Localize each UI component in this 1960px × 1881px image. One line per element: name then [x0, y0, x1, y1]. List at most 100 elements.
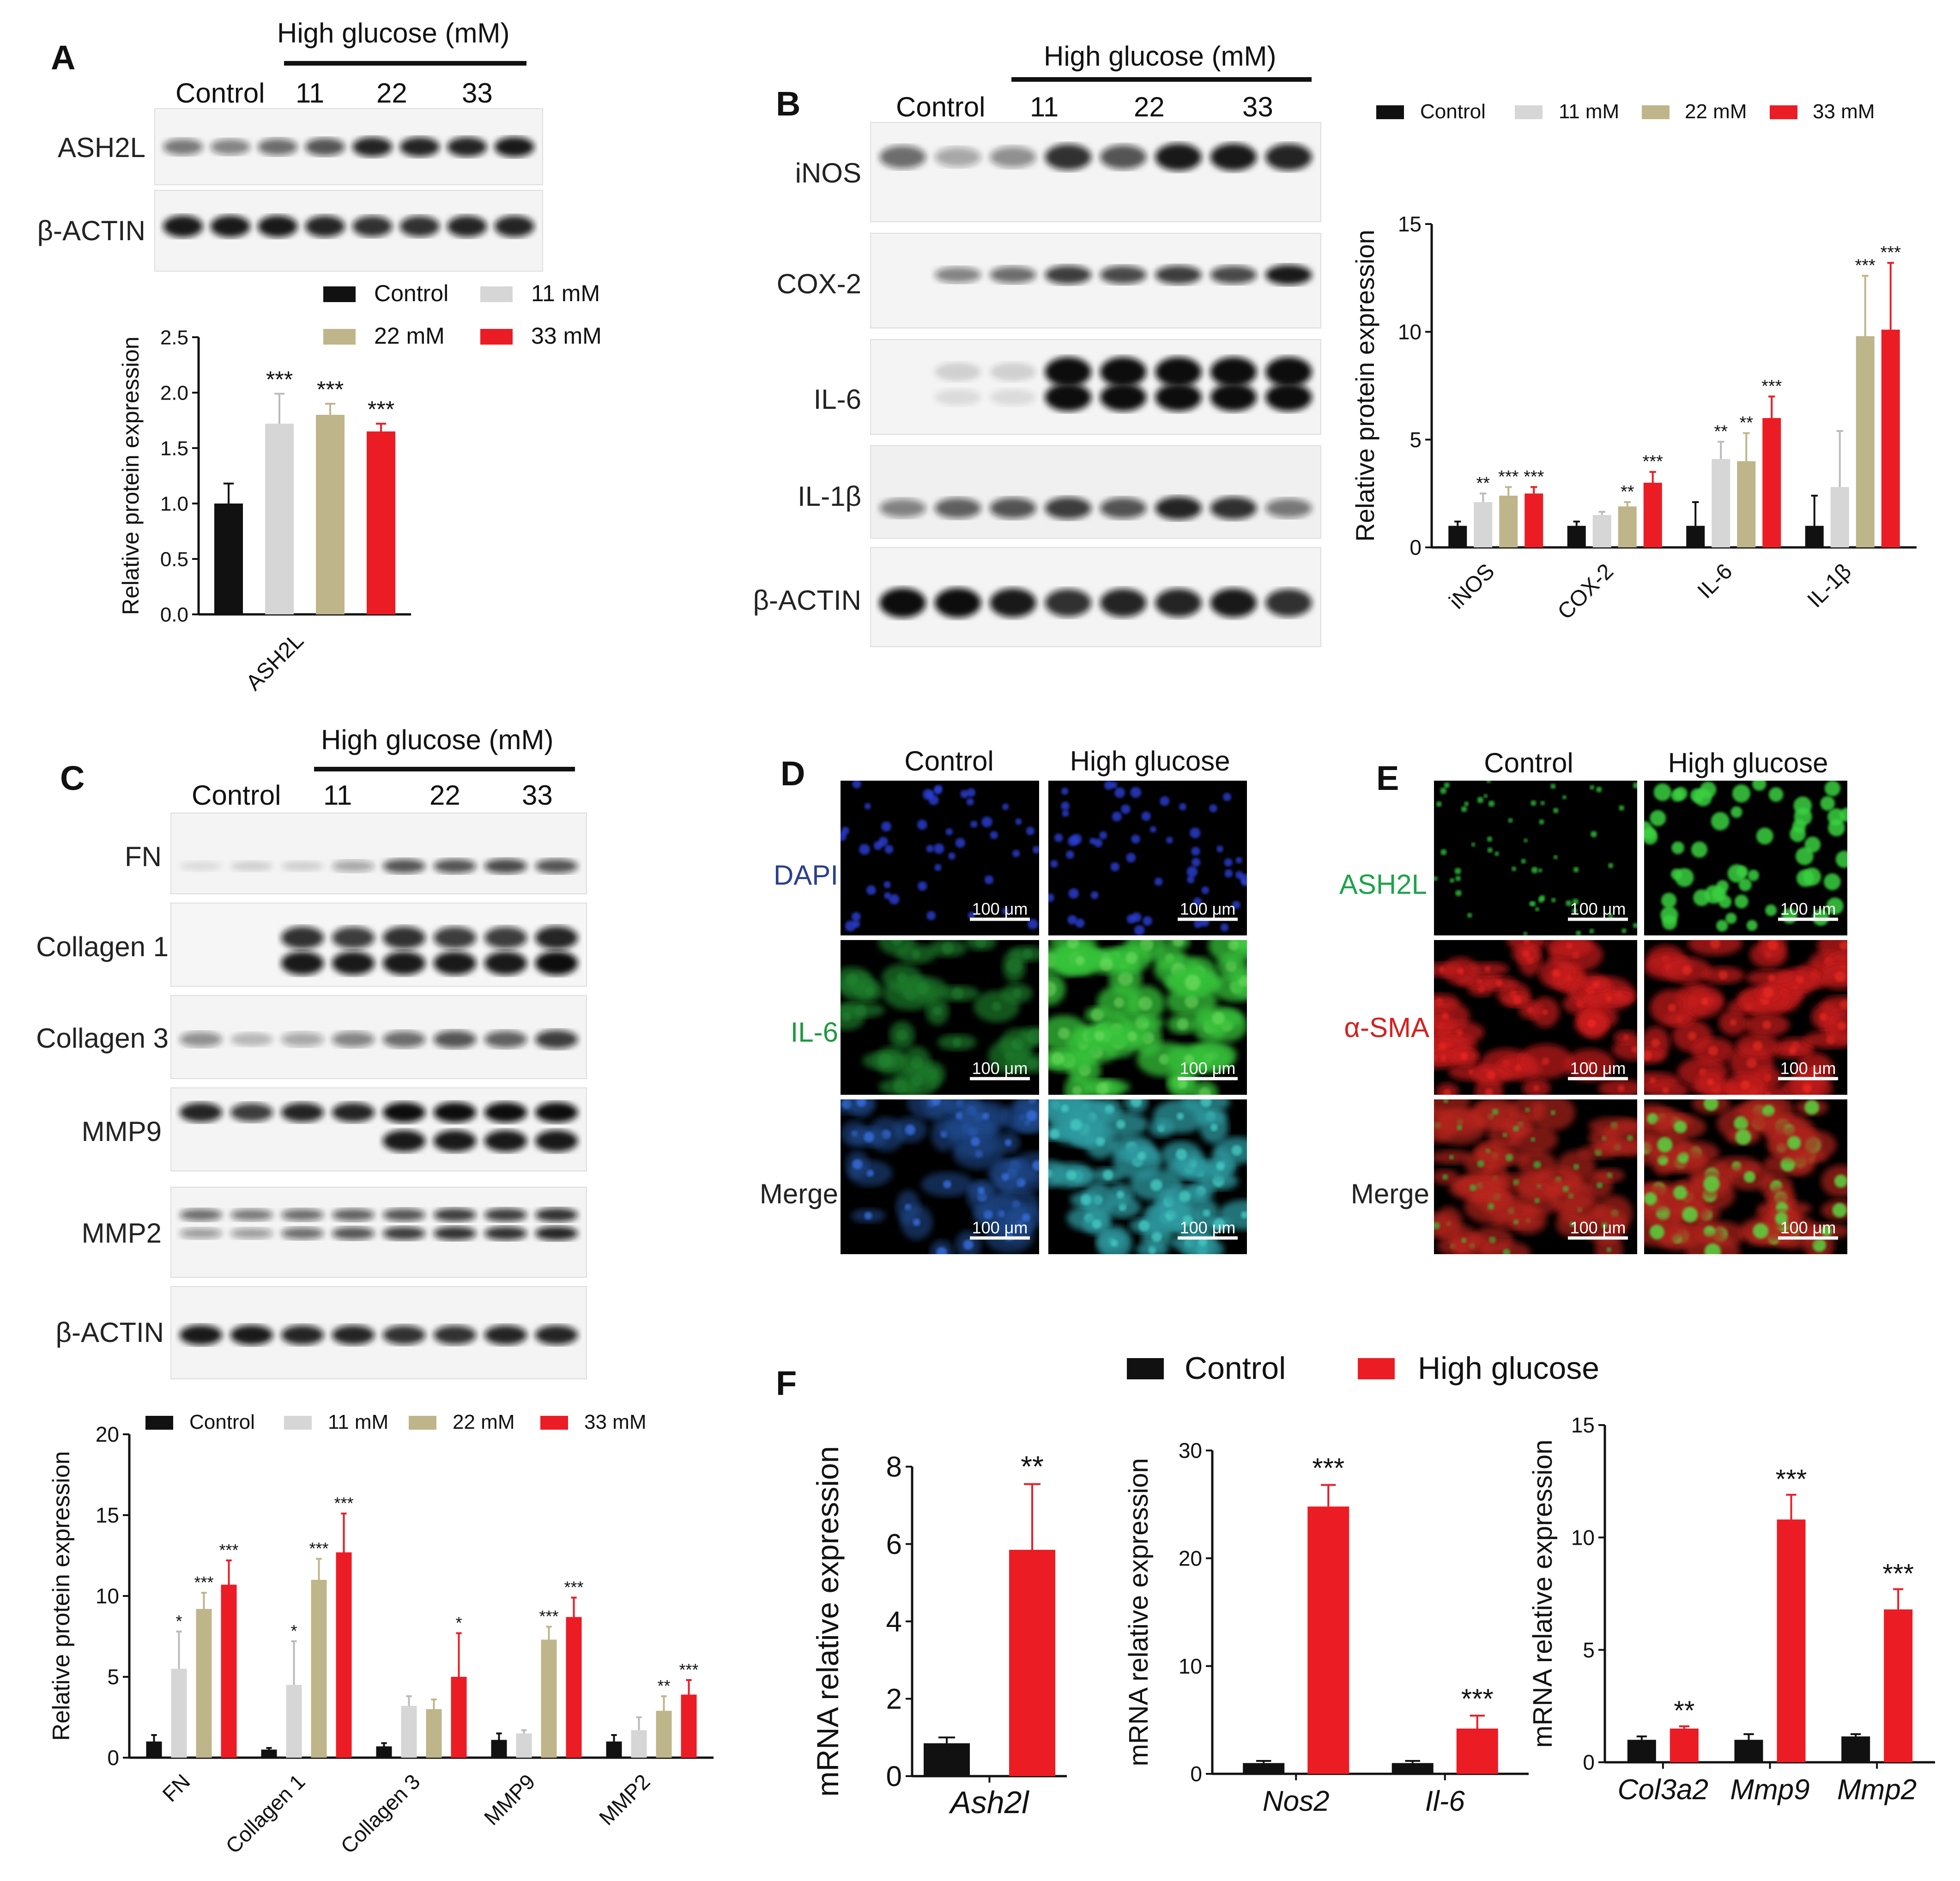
- micrograph-asma-high-glucose: 100 μm: [1644, 940, 1847, 1095]
- legend-c: Control 11 mM 22 mM 33 mM: [145, 1411, 646, 1433]
- legend-b-control: Control: [1420, 100, 1486, 123]
- micrograph-merge-high-glucose: 100 μm: [1048, 1099, 1247, 1254]
- mmp9-band: [332, 1102, 375, 1123]
- panel-b-lane-22: 22: [1134, 91, 1165, 122]
- actin-c-band: [281, 1325, 324, 1345]
- significance-marker: ***: [334, 1494, 353, 1513]
- legend-c-swatch-22: [409, 1416, 436, 1430]
- micrograph-merge-e-control: 100 μm: [1434, 1099, 1637, 1254]
- bar-nos2-high-glucose: [1307, 1506, 1349, 1774]
- significance-marker: ***: [1882, 1559, 1914, 1589]
- scale-bar-label: 100 μm: [1180, 1218, 1236, 1237]
- x-tick-label-inos: iNOS: [1445, 559, 1500, 614]
- significance-marker: ***: [1643, 452, 1664, 472]
- scale-bar-label: 100 μm: [1780, 899, 1836, 918]
- bar-fn-control: [146, 1741, 162, 1758]
- il1b-band: [1155, 497, 1202, 520]
- inos-band: [934, 147, 981, 167]
- col1-band: [535, 951, 578, 975]
- significance-marker: ***: [317, 376, 344, 402]
- mmp9-band: [382, 1130, 426, 1152]
- panel-label-a: A: [51, 38, 75, 77]
- legend-a-swatch-control: [323, 286, 356, 302]
- actin-b-band: [1045, 589, 1091, 617]
- panel-label-c: C: [60, 759, 85, 797]
- x-tick-label-ash2l: Ash2l: [948, 1785, 1029, 1820]
- legend-a-swatch-33: [480, 329, 513, 345]
- x-tick-label-collagen-3: Collagen 3: [336, 1769, 424, 1858]
- chart-a: 0.0 0.5 1.0 1.5 2.0 2.5 Relative protein expre…: [118, 326, 411, 695]
- bar-collagen-3-11-mm: [401, 1706, 417, 1758]
- blot-label-mmp9: MMP9: [82, 1116, 162, 1147]
- panel-e-micrographs: Control High glucose ASH2L α-SMA Merge 1…: [1339, 747, 1847, 1254]
- scale-bar-label: 100 μm: [1780, 1059, 1836, 1078]
- significance-marker: ***: [1524, 467, 1544, 486]
- col3-band: [281, 1032, 324, 1047]
- mmp2-band: [230, 1209, 273, 1221]
- mmp2-band: [382, 1226, 426, 1240]
- actin-a-band: [399, 216, 440, 237]
- il6-band: [1265, 383, 1312, 411]
- y-tick-label: 1.0: [160, 492, 188, 515]
- inos-band: [1265, 144, 1312, 170]
- bar-il-6-control: [1391, 1763, 1434, 1774]
- legend-a-swatch-11: [480, 286, 513, 302]
- micrograph-merge-control: 100 μm: [841, 1099, 1039, 1254]
- col3-band: [230, 1032, 273, 1046]
- actin-b-band: [1155, 589, 1202, 617]
- cox2-band: [1045, 265, 1091, 285]
- significance-marker: **: [1621, 482, 1634, 502]
- panel-c-lane-33: 33: [522, 780, 553, 811]
- blot-label-beta-actin-a: β-ACTIN: [37, 215, 146, 246]
- x-tick-label-mmp2: MMP2: [594, 1769, 655, 1830]
- fn-band: [230, 861, 273, 872]
- y-axis-label: Relative protein expression: [1350, 230, 1379, 541]
- col3-band: [382, 1031, 426, 1048]
- col1-band: [281, 951, 324, 975]
- bar-il-6-control: [1686, 526, 1705, 547]
- bar-ash2l-control: [214, 504, 243, 614]
- blot-label-il-6: IL-6: [814, 384, 861, 415]
- x-tick-label-col3a2: Col3a2: [1618, 1774, 1708, 1806]
- significance-marker: ***: [1881, 243, 1901, 262]
- significance-marker: ***: [1312, 1453, 1344, 1484]
- panel-e-col-high-glucose: High glucose: [1668, 747, 1828, 778]
- il6-band: [1045, 357, 1091, 387]
- bar-fn-22-mm: [196, 1609, 212, 1758]
- bar-col3a2-high-glucose: [1670, 1729, 1699, 1762]
- bar-cox-2-22-mm: [1618, 506, 1637, 547]
- chart-f2: 0 10 20 30 mRNA relative expression *** Nos2 **…: [1124, 1438, 1529, 1817]
- il6-band: [990, 363, 1036, 381]
- il1b-band: [1265, 498, 1312, 518]
- bar-collagen-1-33-mm: [336, 1552, 352, 1758]
- x-tick-label-cox-2: COX-2: [1553, 559, 1618, 624]
- bar-il-6-22-mm: [1737, 461, 1756, 547]
- y-tick-label: 20: [1179, 1546, 1202, 1570]
- mmp2-band: [382, 1208, 426, 1221]
- legend-b-swatch-22: [1642, 105, 1670, 119]
- mmp9-band: [535, 1102, 578, 1123]
- mmp2-band: [433, 1208, 477, 1222]
- bar-collagen-1-11-mm: [286, 1685, 302, 1758]
- bar-mmp9-11-mm: [516, 1733, 532, 1758]
- inos-band: [1155, 143, 1202, 171]
- mmp2-band: [332, 1208, 375, 1221]
- significance-marker: *: [455, 1614, 462, 1632]
- col3-band: [179, 1032, 223, 1047]
- col1-band: [332, 927, 375, 949]
- blot-label-il-1b: IL-1β: [798, 481, 861, 512]
- actin-b-band: [934, 588, 981, 618]
- significance-marker: ***: [539, 1607, 558, 1626]
- significance-marker: **: [1476, 473, 1490, 493]
- significance-marker: **: [1714, 422, 1728, 441]
- scale-bar-label: 100 μm: [972, 1218, 1028, 1237]
- legend-f-high-glucose: High glucose: [1418, 1351, 1599, 1386]
- bar-inos-11-mm: [1474, 502, 1493, 547]
- y-axis-label: Relative protein expression: [118, 336, 144, 615]
- bar-il-6-11-mm: [1712, 459, 1730, 547]
- ash2l-band: [352, 137, 393, 157]
- scale-bar-label: 100 μm: [1180, 899, 1236, 918]
- legend-f: Control High glucose: [1127, 1351, 1599, 1386]
- y-axis-label: mRNA relative expression: [1528, 1439, 1558, 1748]
- significance-marker: **: [1739, 413, 1753, 433]
